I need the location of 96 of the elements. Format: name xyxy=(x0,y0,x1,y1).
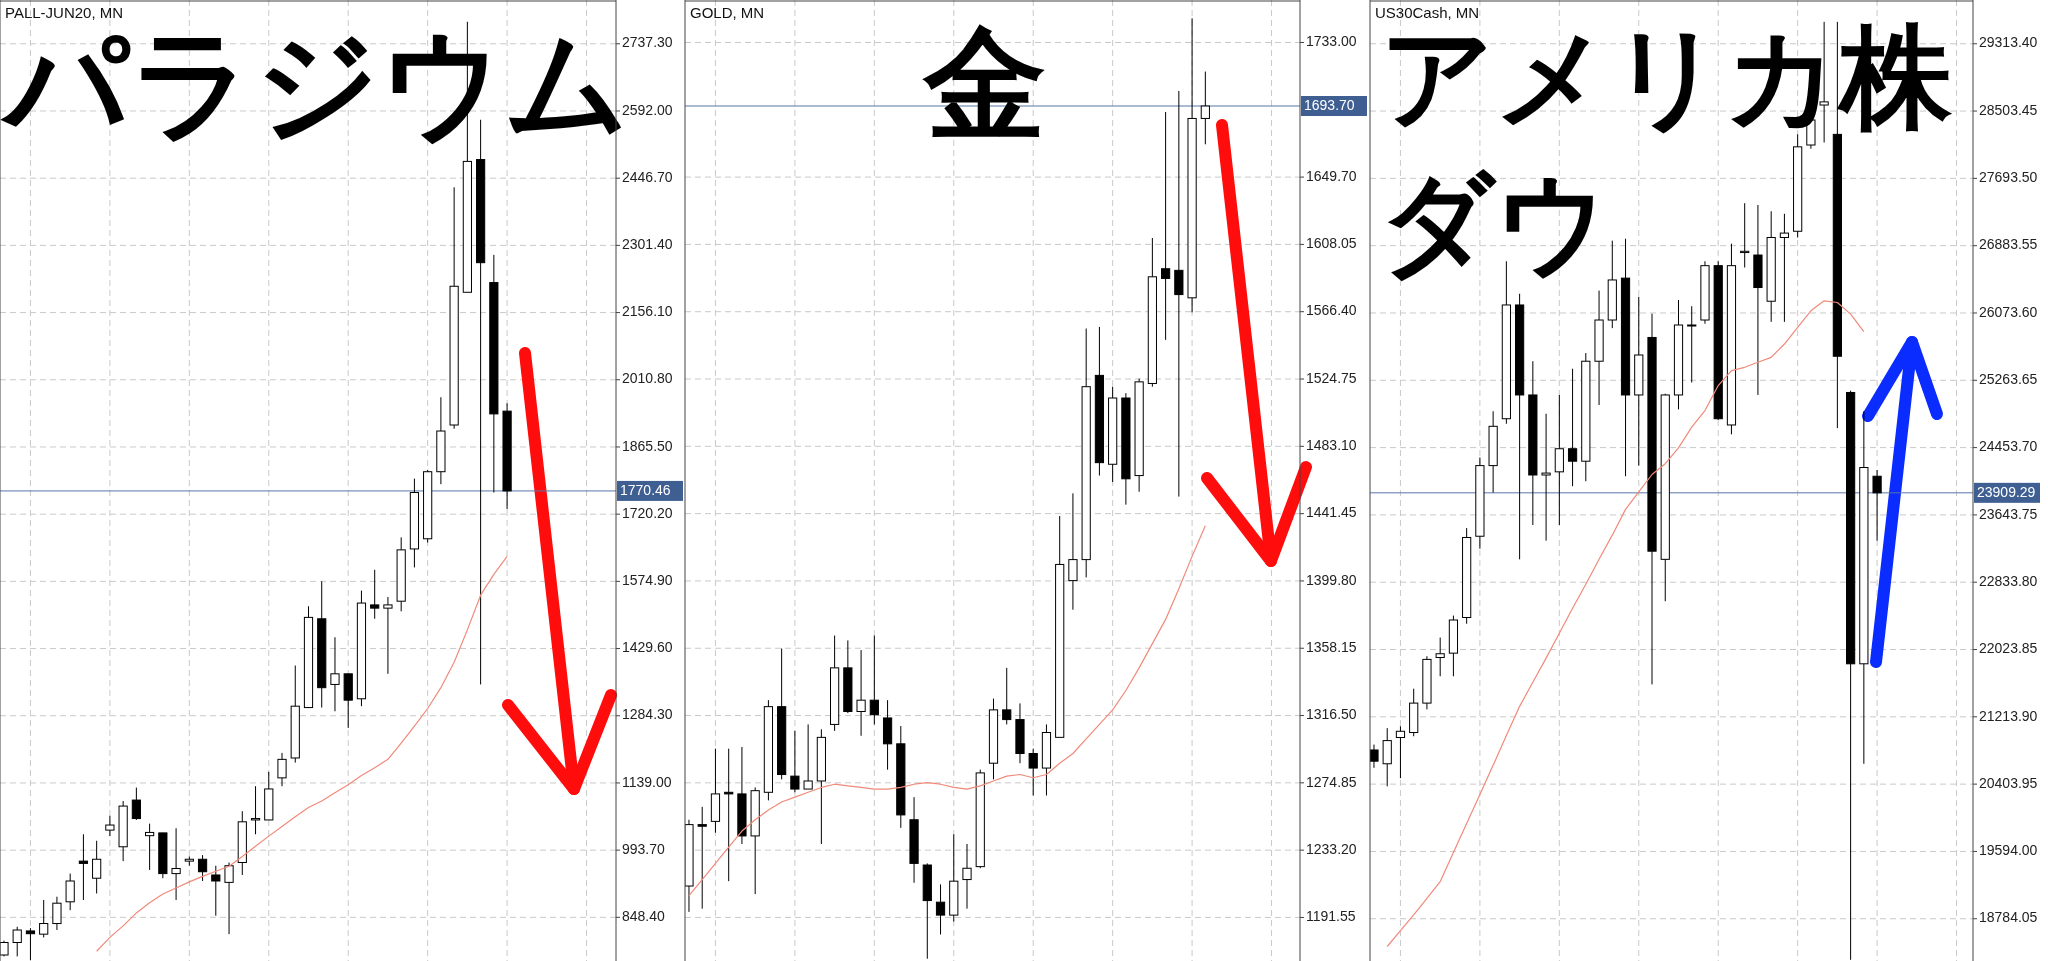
candlestick xyxy=(197,854,208,882)
y-tick-label: 1429.60 xyxy=(622,639,673,656)
candlestick xyxy=(330,636,340,712)
candlestick xyxy=(12,926,22,957)
candlestick xyxy=(935,883,946,935)
candlestick xyxy=(1779,213,1790,323)
y-tick-label: 21213.90 xyxy=(1979,707,2038,724)
annotation: 金 xyxy=(922,13,1046,155)
chart-title: GOLD, MN xyxy=(690,4,765,21)
y-tick-label: 19594.00 xyxy=(1979,842,2038,859)
line-series xyxy=(688,525,1206,897)
y-tick-label: 22833.80 xyxy=(1979,572,2038,589)
candlestick xyxy=(869,635,879,725)
candlestick xyxy=(383,596,393,675)
y-tick-label: 2446.70 xyxy=(622,168,673,185)
candlestick xyxy=(250,785,261,835)
candlestick xyxy=(962,843,972,910)
candlestick xyxy=(1740,202,1750,268)
y-tick-label: 1566.40 xyxy=(1306,302,1357,319)
y-tick-label: 2737.30 xyxy=(622,34,673,51)
y-tick-label: 1139.00 xyxy=(622,773,672,790)
y-tick-label: 29313.40 xyxy=(1979,34,2038,51)
ref-line-label: 1693.70 xyxy=(1304,96,1355,113)
y-tick-label: 2010.80 xyxy=(622,370,673,387)
y-tick-label: 25263.65 xyxy=(1979,370,2038,387)
candlestick xyxy=(1174,90,1184,498)
candlestick xyxy=(1541,413,1551,542)
candlestick xyxy=(78,833,89,901)
candlestick xyxy=(1554,394,1564,526)
y-tick-label: 1733.00 xyxy=(1306,33,1357,50)
candlestick xyxy=(790,730,800,793)
candlestick xyxy=(131,787,141,821)
y-tick-label: 1720.20 xyxy=(622,504,673,521)
candlestick xyxy=(39,899,49,938)
candlestick xyxy=(1872,469,1882,542)
candlestick xyxy=(1028,748,1038,797)
y-tick-label: 2156.10 xyxy=(622,303,673,320)
y-tick-label: 1233.20 xyxy=(1306,840,1357,857)
candlestick xyxy=(1002,667,1012,725)
candlestick xyxy=(277,752,287,787)
ref-line-label: 23909.29 xyxy=(1977,483,2036,500)
y-tick-label: 1608.05 xyxy=(1306,235,1357,252)
candlestick xyxy=(25,927,36,961)
y-tick-label: 1316.50 xyxy=(1306,706,1357,723)
candlestick xyxy=(1068,492,1078,611)
y-tick-label: 993.70 xyxy=(622,840,666,857)
candlestick xyxy=(1567,368,1578,487)
candlestick xyxy=(105,815,115,837)
y-tick-label: 24453.70 xyxy=(1979,438,2038,455)
candlestick xyxy=(697,806,707,910)
y-tick-label: 1191.55 xyxy=(1306,908,1356,925)
y-tick-label: 20403.95 xyxy=(1979,774,2038,791)
y-tick-label: 1649.70 xyxy=(1306,167,1357,184)
y-tick-label: 1441.45 xyxy=(1306,504,1357,521)
y-tick-label: 1284.30 xyxy=(622,706,673,723)
candlestick xyxy=(145,823,155,871)
y-tick-label: 2592.00 xyxy=(622,101,673,118)
line-series xyxy=(1386,300,1865,948)
candlestick xyxy=(1161,111,1171,341)
y-tick-label: 2301.40 xyxy=(622,236,673,253)
y-tick-label: 1574.90 xyxy=(622,572,673,589)
candlestick xyxy=(803,723,813,790)
candlestick xyxy=(92,840,102,894)
candlestick xyxy=(52,896,62,931)
y-tick-label: 1274.85 xyxy=(1306,773,1357,790)
chart-title: US30Cash, MN xyxy=(1375,4,1480,21)
candlestick xyxy=(1435,637,1445,677)
candlestick xyxy=(724,748,734,882)
annotation: ダウ xyxy=(1380,157,1610,288)
y-tick-label: 1524.75 xyxy=(1306,369,1357,386)
y-tick-label: 28503.45 xyxy=(1979,101,2038,118)
y-tick-label: 848.40 xyxy=(622,908,666,925)
y-tick-label: 26073.60 xyxy=(1979,303,2038,320)
candlestick xyxy=(65,873,75,911)
chart-title: PALL-JUN20, MN xyxy=(5,4,124,21)
y-tick-label: 1358.15 xyxy=(1306,638,1357,655)
line-series xyxy=(96,555,508,952)
y-tick-label: 23643.75 xyxy=(1979,505,2038,522)
ref-line-label: 1770.46 xyxy=(620,481,671,498)
candlestick xyxy=(1382,727,1392,787)
candlestick xyxy=(370,569,380,620)
candlestick xyxy=(211,865,221,917)
candlestick xyxy=(1200,71,1210,145)
y-tick-label: 1865.50 xyxy=(622,437,673,454)
candlestick xyxy=(1395,725,1406,779)
y-tick-label: 27693.50 xyxy=(1979,169,2038,186)
candlestick xyxy=(1687,305,1697,383)
candlestick xyxy=(856,649,866,737)
candlestick xyxy=(1370,744,1379,769)
candlestick xyxy=(171,827,181,901)
y-tick-label: 18784.05 xyxy=(1979,909,2038,926)
y-tick-label: 22023.85 xyxy=(1979,640,2038,657)
candlestick xyxy=(224,862,234,935)
y-tick-label: 1399.80 xyxy=(1306,571,1357,588)
y-tick-label: 26883.55 xyxy=(1979,236,2038,253)
y-tick-label: 1483.10 xyxy=(1306,437,1357,454)
